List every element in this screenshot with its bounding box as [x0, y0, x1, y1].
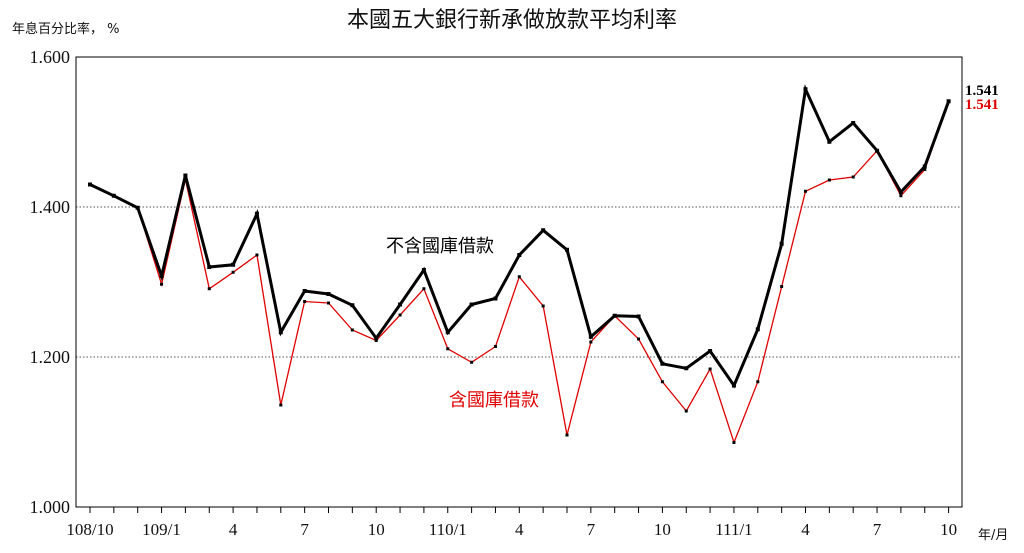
x-tick-label: 4 — [229, 520, 238, 539]
data-point — [207, 287, 211, 291]
gridlines — [76, 206, 962, 358]
data-point — [898, 190, 903, 194]
data-point — [851, 121, 856, 125]
data-point — [588, 334, 593, 339]
series-excluding-treasury — [88, 84, 951, 389]
data-point — [636, 314, 641, 319]
data-point — [803, 87, 808, 92]
data-point — [565, 247, 569, 252]
data-point — [612, 313, 617, 318]
data-point — [159, 274, 164, 278]
data-point — [446, 347, 450, 351]
data-point — [923, 168, 927, 171]
data-point — [755, 327, 760, 332]
data-point — [708, 367, 712, 371]
data-point — [731, 383, 736, 388]
data-point — [637, 337, 641, 341]
x-tick-label: 7 — [587, 520, 596, 539]
x-tick-label: 4 — [515, 520, 524, 539]
data-point — [780, 285, 784, 288]
data-point — [255, 253, 259, 257]
data-point — [135, 205, 140, 210]
plot-area-frame — [75, 56, 963, 508]
data-point — [493, 345, 497, 348]
data-point — [899, 194, 903, 198]
x-tick-label: 7 — [873, 520, 882, 539]
data-point — [278, 330, 283, 335]
data-point — [469, 302, 474, 307]
data-point — [660, 361, 665, 366]
data-point — [851, 175, 855, 179]
data-point — [303, 300, 307, 303]
data-point — [875, 148, 880, 153]
data-point — [660, 380, 664, 384]
data-point — [493, 296, 498, 301]
data-point — [708, 349, 713, 353]
x-tick-label: 10 — [940, 520, 957, 539]
data-point — [779, 241, 784, 246]
data-point — [327, 301, 330, 305]
y-axis-ticks: 1.000 1.200 1.400 1.600 — [30, 47, 71, 517]
y-axis-unit-label: 年息百分比率， % — [12, 21, 120, 37]
data-point — [827, 139, 832, 144]
end-value-label: 1.541 — [965, 97, 999, 113]
end-value-label: 1.541 — [965, 83, 999, 99]
series-line — [89, 84, 951, 389]
data-point — [470, 360, 474, 364]
x-tick-label: 4 — [801, 520, 810, 539]
data-point — [302, 289, 307, 293]
y-tick-label: 1.600 — [30, 47, 71, 67]
data-point — [326, 292, 331, 296]
data-point — [183, 173, 188, 178]
data-point — [756, 380, 760, 384]
data-point — [517, 275, 521, 279]
data-point — [374, 336, 379, 341]
series-lines — [88, 84, 951, 445]
data-point — [279, 403, 283, 407]
x-axis-unit-label: 年/月 — [978, 528, 1008, 543]
data-point — [422, 287, 426, 291]
data-point — [827, 178, 831, 182]
data-point — [350, 328, 354, 332]
data-point — [589, 340, 593, 344]
data-point — [922, 164, 927, 169]
data-point — [88, 182, 92, 187]
data-point — [207, 265, 212, 269]
data-point — [804, 189, 807, 193]
x-tick-label: 7 — [300, 520, 309, 539]
data-point — [732, 441, 736, 444]
x-axis-ticks: 108/10 109/1 4 7 10 110/1 4 7 10 111/1 4 7 10 — [66, 507, 957, 539]
y-tick-label: 1.200 — [30, 347, 71, 367]
data-point — [398, 302, 403, 307]
data-point — [541, 304, 545, 308]
data-point — [946, 99, 951, 104]
data-point — [541, 228, 546, 233]
data-point — [684, 366, 689, 371]
chart-title: 本國五大銀行新承做放款平均利率 — [347, 8, 677, 33]
data-point — [565, 433, 569, 437]
data-point — [160, 282, 164, 286]
y-tick-label: 1.000 — [30, 497, 71, 517]
x-tick-label: 111/1 — [715, 520, 752, 539]
series-label-excluding-treasury: 不含國庫借款 — [386, 236, 494, 257]
data-point — [350, 303, 355, 308]
data-point — [421, 268, 426, 272]
data-point — [517, 253, 522, 257]
x-tick-label: 108/10 — [66, 520, 113, 539]
data-point — [231, 262, 236, 267]
data-point — [398, 313, 402, 317]
data-point — [445, 330, 450, 335]
x-tick-label: 10 — [654, 520, 671, 539]
y-tick-label: 1.400 — [30, 197, 71, 217]
data-point — [231, 270, 235, 274]
x-tick-label: 110/1 — [429, 520, 467, 539]
x-tick-label: 10 — [368, 520, 385, 539]
series-label-including-treasury: 含國庫借款 — [449, 390, 539, 411]
x-tick-label: 109/1 — [142, 520, 181, 539]
data-point — [111, 193, 116, 198]
data-point — [254, 211, 259, 216]
data-point — [684, 409, 688, 413]
